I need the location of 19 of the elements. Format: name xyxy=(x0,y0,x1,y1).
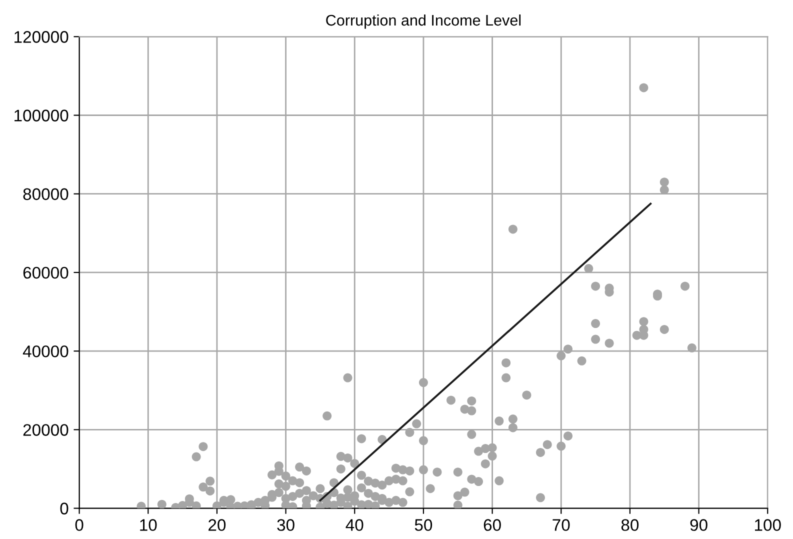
chart-title: Corruption and Income Level xyxy=(326,14,521,29)
x-tick-label: 70 xyxy=(552,519,570,531)
x-tick-label: 0 xyxy=(75,519,84,531)
x-tick-label: 20 xyxy=(208,519,226,531)
x-tick-label: 10 xyxy=(140,519,157,531)
x-tick-label: 30 xyxy=(277,519,294,531)
y-tick-label: 60000 xyxy=(23,266,68,279)
x-tick-label: 90 xyxy=(690,519,708,531)
y-tick-label: 0 xyxy=(60,502,68,514)
x-tick-label: 80 xyxy=(621,519,639,531)
x-tick-label: 50 xyxy=(414,519,432,531)
x-tick-label: 100 xyxy=(754,519,781,531)
x-tick-label: 60 xyxy=(484,519,501,531)
y-tick-label: 80000 xyxy=(23,188,68,200)
y-tick-label: 100000 xyxy=(14,110,68,122)
y-tick-label: 120000 xyxy=(14,31,68,43)
y-tick-label: 20000 xyxy=(23,424,68,436)
y-tick-label: 40000 xyxy=(22,345,68,358)
x-tick-label: 40 xyxy=(346,519,364,531)
